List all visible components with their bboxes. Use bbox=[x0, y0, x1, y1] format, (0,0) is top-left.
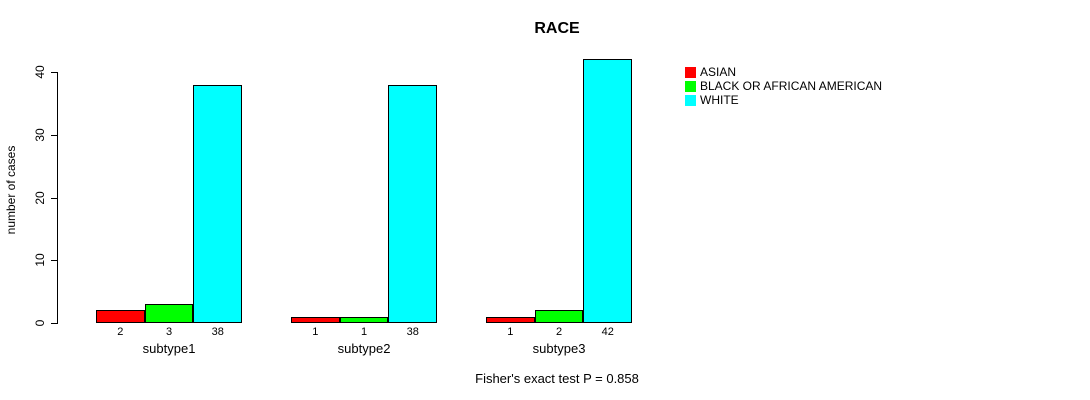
y-axis-tick bbox=[51, 197, 57, 199]
bar-white bbox=[193, 84, 243, 323]
bar-white bbox=[388, 84, 438, 323]
bar-value-label: 42 bbox=[601, 326, 614, 338]
legend: ASIAN BLACK OR AFRICAN AMERICAN WHITE bbox=[685, 65, 882, 107]
y-axis-tick bbox=[51, 260, 57, 262]
category-label-subtype3: subtype3 bbox=[532, 341, 586, 356]
bar-asian bbox=[291, 316, 340, 323]
y-axis-tick bbox=[51, 72, 57, 73]
legend-label: WHITE bbox=[700, 93, 739, 107]
bar-black-or-african-american bbox=[339, 316, 389, 323]
y-axis-tick-label: 20 bbox=[33, 190, 47, 205]
bar-value-label: 2 bbox=[555, 326, 563, 338]
y-axis-tick-label: 40 bbox=[33, 65, 47, 79]
legend-swatch-black-or-african-american bbox=[685, 80, 696, 92]
legend-item: BLACK OR AFRICAN AMERICAN bbox=[685, 79, 882, 93]
legend-swatch-white bbox=[685, 94, 696, 106]
legend-swatch-asian bbox=[685, 66, 696, 78]
bar-value-label: 1 bbox=[507, 326, 514, 338]
bar-value-label: 1 bbox=[360, 326, 368, 338]
bar-black-or-african-american bbox=[144, 304, 194, 323]
category-label-subtype1: subtype1 bbox=[142, 341, 196, 356]
bar-asian bbox=[486, 316, 535, 323]
chart-title: RACE bbox=[534, 20, 580, 37]
bar-asian bbox=[96, 310, 145, 323]
legend-item: WHITE bbox=[685, 93, 882, 107]
bar-value-label: 1 bbox=[312, 326, 319, 338]
legend-item: ASIAN bbox=[685, 65, 882, 79]
footnote: Fisher's exact test P = 0.858 bbox=[475, 371, 639, 386]
y-axis-tick-label: 30 bbox=[33, 128, 47, 142]
bar-value-label: 2 bbox=[117, 326, 124, 338]
category-label-subtype2: subtype2 bbox=[337, 341, 391, 356]
bar-value-label: 38 bbox=[211, 326, 224, 338]
y-axis-tick bbox=[51, 323, 57, 324]
bar-value-label: 3 bbox=[165, 326, 173, 338]
bar-value-label: 38 bbox=[406, 326, 419, 338]
legend-label: BLACK OR AFRICAN AMERICAN bbox=[700, 79, 883, 93]
legend-label: ASIAN bbox=[700, 65, 737, 79]
y-axis-label: number of cases bbox=[4, 145, 18, 235]
y-axis-tick-label: 10 bbox=[33, 253, 47, 267]
y-axis-line bbox=[57, 72, 58, 324]
bar-black-or-african-american bbox=[534, 310, 584, 323]
y-axis-tick bbox=[51, 134, 57, 136]
bar-white bbox=[583, 59, 633, 323]
y-axis-tick-label: 0 bbox=[33, 319, 47, 327]
